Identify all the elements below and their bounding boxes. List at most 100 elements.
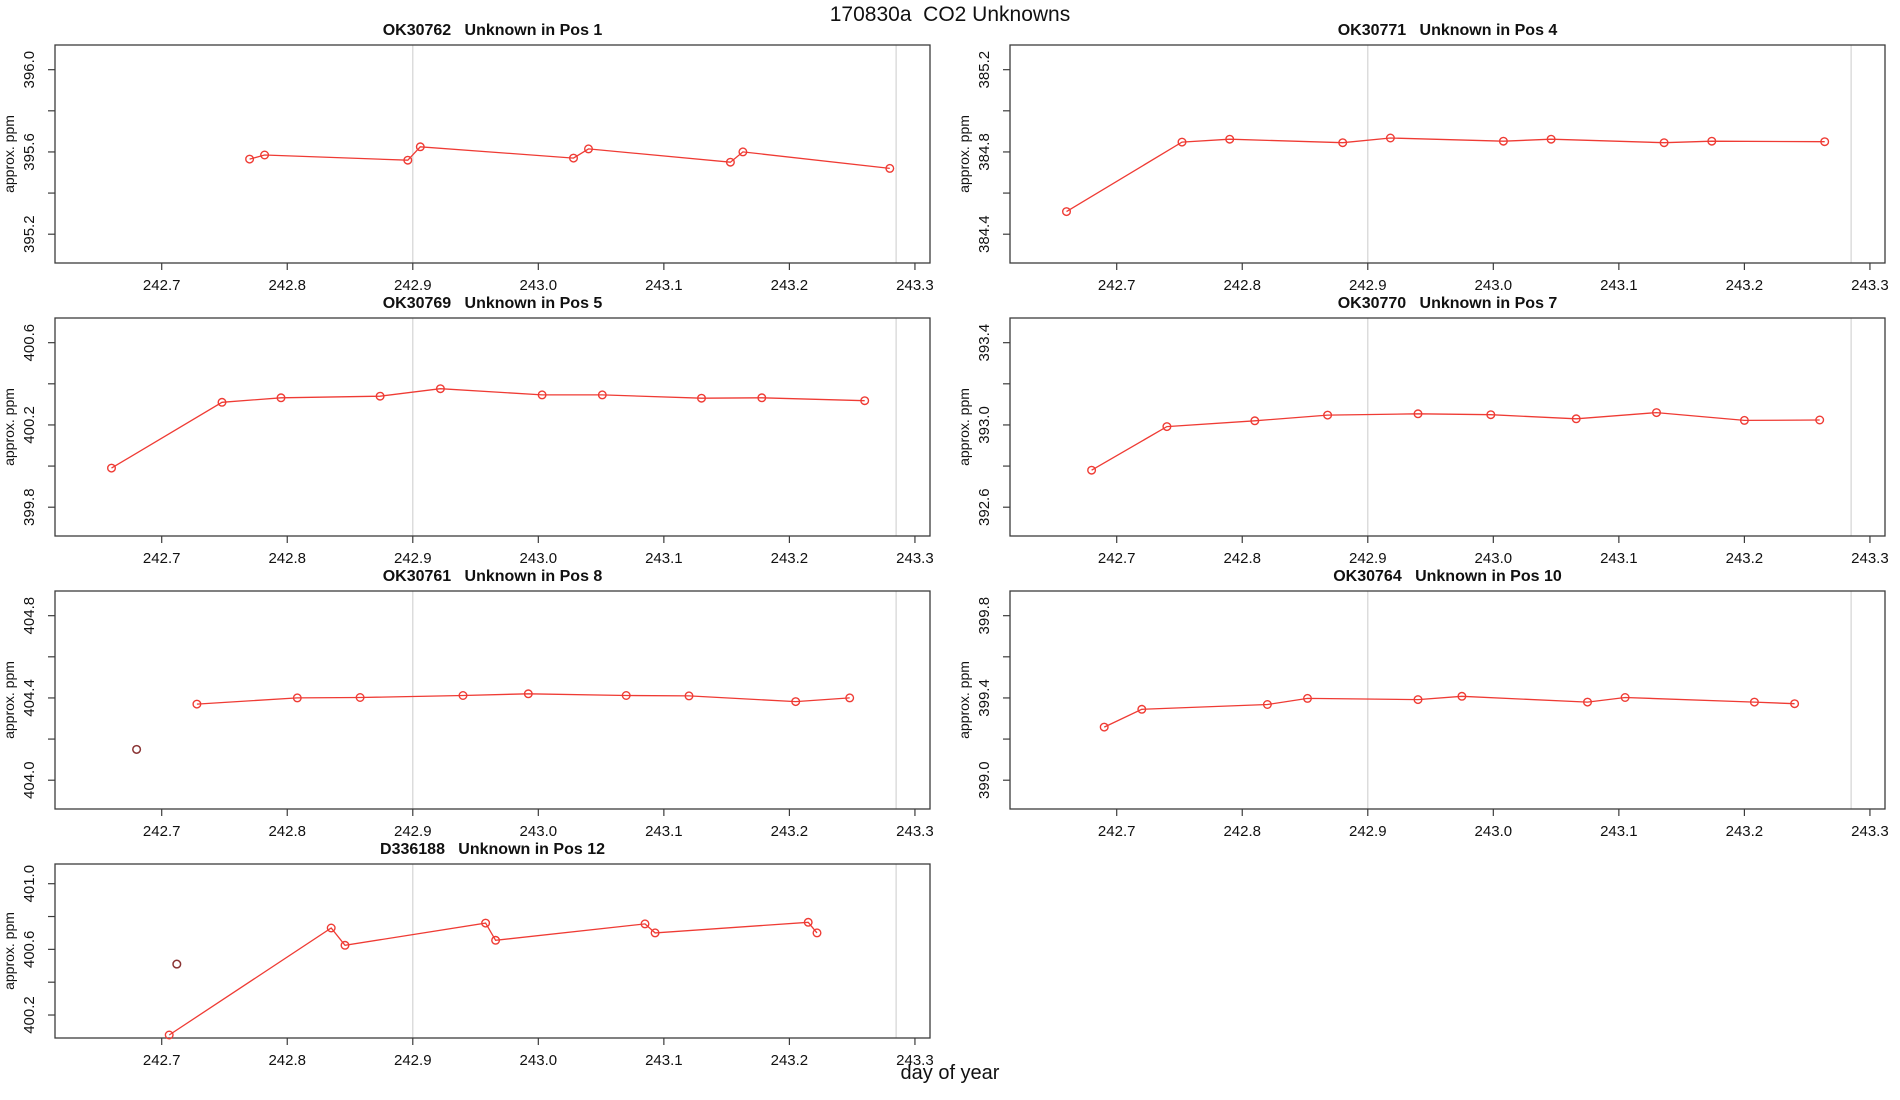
series-line (1066, 137, 1825, 213)
data-point (640, 919, 650, 929)
main-title: 170830a CO2 Unknowns (829, 3, 1071, 26)
data-point (1225, 134, 1235, 144)
panel-OK30764: 242.7 242.8 242.9 243.0 243.1 243.2 243.3 399.0… (956, 568, 1889, 840)
panel-OK30761: 242.7 242.8 242.9 243.0 243.1 243.2 243.3 404.0… (1, 568, 934, 840)
y-tick-label: 400.6 (21, 931, 38, 969)
y-tick-label: 400.2 (21, 406, 38, 444)
data-point (1659, 138, 1669, 148)
data-point (1457, 691, 1467, 701)
data-point (1571, 414, 1581, 424)
x-tick-label: 243.2 (1726, 823, 1764, 840)
data-point (1177, 137, 1187, 147)
x-tick-label: 242.7 (1098, 277, 1136, 294)
x-tick-label: 243.2 (771, 1052, 809, 1069)
data-point (1707, 136, 1717, 146)
x-tick-label: 242.7 (1098, 823, 1136, 840)
series-line (196, 693, 850, 705)
data-point (597, 390, 607, 400)
x-tick-label: 243.1 (645, 277, 683, 294)
data-point (106, 463, 116, 473)
plot-box (1009, 44, 1886, 264)
y-tick-label: 401.0 (21, 865, 38, 903)
x-tick-label: 243.1 (645, 550, 683, 567)
data-point (1087, 465, 1097, 475)
x-tick-label: 243.1 (645, 1052, 683, 1069)
data-point (1546, 134, 1556, 144)
y-axis-title: approx. ppm (1, 388, 17, 466)
panel-OK30769: 242.7 242.8 242.9 243.0 243.1 243.2 243.3 399.8… (1, 295, 934, 567)
data-point (1262, 699, 1272, 709)
x-tick-label: 243.3 (896, 1052, 934, 1069)
y-tick-label: 404.0 (21, 761, 38, 799)
data-point (1790, 699, 1800, 709)
data-point (1820, 137, 1830, 147)
data-point (1739, 415, 1749, 425)
data-point (1162, 422, 1172, 432)
data-point (375, 391, 385, 401)
data-point (458, 690, 468, 700)
data-point (217, 397, 227, 407)
y-axis-title: approx. ppm (1, 115, 17, 193)
data-point (1323, 410, 1333, 420)
y-tick-label: 399.4 (976, 679, 993, 717)
panel-OK30771: 242.7 242.8 242.9 243.0 243.1 243.2 243.3 384.4… (956, 22, 1889, 294)
y-tick-label: 395.2 (21, 215, 38, 253)
data-point (738, 147, 748, 157)
x-tick-label: 243.3 (1851, 550, 1889, 567)
data-point (1061, 207, 1071, 217)
y-tick-label: 399.0 (976, 761, 993, 799)
x-tick-label: 243.3 (896, 277, 934, 294)
y-tick-label: 393.4 (976, 324, 993, 362)
data-point (292, 693, 302, 703)
series-line (1103, 695, 1795, 728)
x-tick-label: 242.7 (143, 823, 181, 840)
x-tick-label: 243.2 (771, 823, 809, 840)
data-point (1385, 133, 1395, 143)
data-point (1303, 693, 1313, 703)
data-point (757, 393, 767, 403)
y-tick-label: 404.8 (21, 597, 38, 635)
data-point (1498, 136, 1508, 146)
plot-box (54, 44, 931, 264)
x-tick-label: 243.0 (520, 550, 558, 567)
x-tick-label: 243.2 (771, 277, 809, 294)
y-tick-label: 384.8 (976, 133, 993, 171)
x-tick-label: 242.7 (143, 1052, 181, 1069)
data-point (355, 692, 365, 702)
data-point (584, 144, 594, 154)
y-axis-title: approx. ppm (956, 388, 972, 466)
x-tick-label: 242.8 (1223, 823, 1261, 840)
data-point (164, 1030, 174, 1040)
data-point (803, 917, 813, 927)
x-tick-label: 243.0 (520, 1052, 558, 1069)
data-point (523, 689, 533, 699)
x-tick-label: 243.0 (1475, 823, 1513, 840)
x-tick-label: 243.0 (1475, 277, 1513, 294)
x-tick-label: 243.1 (1600, 277, 1638, 294)
panel-D336188: 242.7 242.8 242.9 243.0 243.1 243.2 243.3 400.2… (1, 841, 934, 1069)
series-line (249, 146, 890, 170)
data-point (1137, 704, 1147, 714)
data-point (491, 935, 501, 945)
x-tick-label: 243.3 (896, 550, 934, 567)
data-point (1486, 410, 1496, 420)
data-point (326, 923, 336, 933)
panel-OK30770: 242.7 242.8 242.9 243.0 243.1 243.2 243.3 392.6… (956, 295, 1889, 567)
data-point (845, 693, 855, 703)
y-tick-label: 385.2 (976, 51, 993, 89)
plot-box (54, 590, 931, 810)
panel-title: D336188 Unknown in Pos 12 (380, 841, 605, 858)
data-point (1583, 697, 1593, 707)
x-tick-label: 242.9 (1349, 823, 1387, 840)
data-point (1652, 408, 1662, 418)
x-tick-label: 242.7 (143, 277, 181, 294)
x-tick-label: 243.3 (1851, 823, 1889, 840)
y-tick-label: 392.6 (976, 488, 993, 526)
y-tick-label: 396.0 (21, 51, 38, 89)
data-point (1749, 697, 1759, 707)
data-point (481, 918, 491, 928)
series-line (168, 921, 818, 1036)
x-tick-label: 243.2 (1726, 550, 1764, 567)
data-point (725, 157, 735, 167)
